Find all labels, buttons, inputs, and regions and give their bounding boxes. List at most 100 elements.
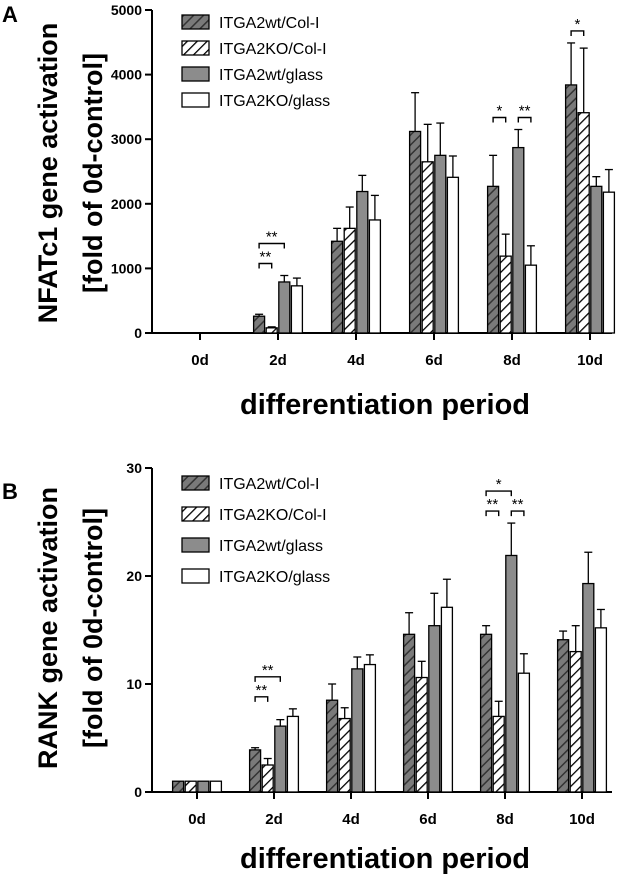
y-tick-label: 10 bbox=[126, 676, 142, 692]
significance-label: * bbox=[496, 103, 502, 120]
bar-itga2wt-glass-4d bbox=[351, 668, 364, 793]
significance-label: ** bbox=[487, 496, 499, 513]
bar-itga2ko-col-i-8d bbox=[499, 255, 512, 334]
x-tick-label: 0d bbox=[188, 811, 206, 828]
panel-a-ylabel-line1: NFATc1 gene activation bbox=[33, 23, 63, 324]
significance-label: ** bbox=[266, 229, 278, 246]
legend-label-itga2wt-col-i: ITGA2wt/Col-I bbox=[219, 15, 319, 32]
bar-itga2ko-col-i-10d bbox=[577, 112, 590, 334]
bar-itga2ko-glass-10d bbox=[594, 627, 608, 793]
panel-b-ylabel-line1: RANK gene activation bbox=[33, 487, 63, 769]
significance-bracket bbox=[258, 242, 285, 249]
significance-label: * bbox=[496, 476, 502, 493]
bar-itga2wt-col-i-6d bbox=[402, 633, 416, 793]
significance-bracket bbox=[570, 30, 585, 36]
significance-bracket bbox=[254, 696, 269, 702]
x-tick-label: 4d bbox=[347, 352, 365, 369]
y-tick-label: 4000 bbox=[111, 67, 142, 83]
legend-swatch-itga2wt-glass bbox=[181, 537, 210, 553]
legend-label-itga2ko-col-i: ITGA2KO/Col-I bbox=[219, 41, 327, 58]
bar-itga2ko-glass-4d bbox=[363, 663, 377, 793]
legend-label-itga2wt-col-i: ITGA2wt/Col-I bbox=[219, 476, 319, 493]
panel-a-letter: A bbox=[2, 2, 18, 27]
significance-bracket bbox=[258, 262, 273, 269]
bar-itga2wt-glass-2d bbox=[278, 281, 291, 334]
bar-itga2wt-glass-8d bbox=[512, 146, 525, 334]
bar-itga2wt-col-i-6d bbox=[408, 130, 422, 334]
bar-itga2ko-col-i-2d bbox=[261, 764, 274, 793]
bar-itga2ko-col-i-4d bbox=[343, 227, 356, 334]
legend-label-itga2ko-glass: ITGA2KO/glass bbox=[219, 93, 330, 110]
bar-itga2wt-glass-2d bbox=[274, 725, 287, 793]
panel-a-nfatc1-chart: A NFATc1 gene activation [fold of 0d-con… bbox=[2, 2, 616, 421]
bar-itga2wt-col-i-8d bbox=[479, 633, 493, 793]
significance-bracket bbox=[510, 510, 525, 517]
bar-itga2wt-glass-0d bbox=[197, 780, 210, 793]
bar-itga2wt-glass-6d bbox=[434, 154, 447, 334]
legend-swatch-itga2wt-col-i bbox=[181, 475, 210, 491]
bar-itga2ko-col-i-0d bbox=[184, 780, 197, 793]
x-tick-label: 10d bbox=[569, 811, 595, 828]
y-tick-label: 0 bbox=[134, 325, 142, 341]
panel-a-ylabel-line2: [fold of 0d-control] bbox=[78, 53, 108, 293]
bar-itga2ko-col-i-2d bbox=[265, 327, 278, 334]
x-tick-label: 10d bbox=[577, 352, 603, 369]
significance-label: ** bbox=[262, 662, 274, 679]
y-tick-label: 30 bbox=[126, 460, 142, 476]
bar-itga2wt-col-i-10d bbox=[564, 84, 578, 334]
x-tick-label: 6d bbox=[419, 811, 437, 828]
bar-itga2wt-col-i-2d bbox=[248, 749, 262, 793]
bar-itga2wt-col-i-4d bbox=[325, 699, 339, 793]
bar-itga2wt-col-i-10d bbox=[556, 639, 570, 793]
bar-itga2ko-glass-8d bbox=[524, 264, 538, 334]
legend-label-itga2ko-col-i: ITGA2KO/Col-I bbox=[219, 507, 327, 524]
bar-itga2wt-glass-4d bbox=[356, 190, 369, 334]
legend-swatch-itga2ko-glass bbox=[181, 92, 210, 108]
panel-b-rank-chart: B RANK gene activation [fold of 0d-contr… bbox=[2, 460, 612, 875]
x-tick-label: 8d bbox=[496, 811, 514, 828]
significance-bracket bbox=[485, 510, 500, 517]
legend-swatch-itga2wt-glass bbox=[181, 66, 210, 82]
bar-itga2ko-glass-2d bbox=[286, 715, 300, 793]
y-tick-label: 5000 bbox=[111, 2, 142, 18]
bar-itga2wt-glass-10d bbox=[590, 185, 603, 334]
bar-itga2wt-col-i-8d bbox=[486, 185, 500, 334]
bar-itga2ko-col-i-6d bbox=[415, 676, 428, 793]
bar-itga2ko-col-i-10d bbox=[569, 650, 582, 793]
x-tick-label: 0d bbox=[191, 352, 209, 369]
bar-itga2ko-glass-4d bbox=[368, 219, 382, 334]
panel-b-xlabel: differentiation period bbox=[240, 843, 530, 875]
legend-swatch-itga2ko-col-i bbox=[181, 506, 210, 522]
y-tick-label: 20 bbox=[126, 568, 142, 584]
bar-itga2ko-glass-0d bbox=[209, 780, 223, 793]
x-tick-label: 6d bbox=[425, 352, 443, 369]
bar-itga2ko-glass-2d bbox=[290, 285, 304, 334]
legend-label-itga2ko-glass: ITGA2KO/glass bbox=[219, 569, 330, 586]
y-tick-label: 3000 bbox=[111, 131, 142, 147]
significance-label: * bbox=[574, 16, 580, 33]
significance-bracket bbox=[254, 676, 281, 682]
bar-itga2ko-glass-6d bbox=[440, 606, 454, 793]
panel-a-xlabel: differentiation period bbox=[240, 389, 530, 421]
significance-label: ** bbox=[256, 682, 268, 699]
bar-itga2ko-glass-8d bbox=[517, 672, 531, 793]
y-tick-label: 0 bbox=[134, 784, 142, 800]
x-tick-label: 2d bbox=[265, 811, 283, 828]
x-tick-label: 4d bbox=[342, 811, 360, 828]
legend-swatch-itga2ko-col-i bbox=[181, 40, 210, 56]
bar-itga2wt-col-i-0d bbox=[171, 780, 185, 793]
bar-itga2wt-col-i-4d bbox=[330, 240, 344, 334]
y-tick-label: 2000 bbox=[111, 196, 142, 212]
bar-itga2ko-col-i-6d bbox=[421, 161, 434, 334]
bar-itga2wt-col-i-2d bbox=[252, 315, 266, 334]
x-tick-label: 2d bbox=[269, 352, 287, 369]
significance-label: ** bbox=[260, 249, 272, 266]
bar-itga2wt-glass-10d bbox=[582, 582, 595, 793]
bar-itga2wt-glass-8d bbox=[505, 554, 518, 793]
y-tick-label: 1000 bbox=[111, 260, 142, 276]
panel-b-letter: B bbox=[2, 479, 18, 504]
significance-bracket bbox=[485, 490, 512, 497]
